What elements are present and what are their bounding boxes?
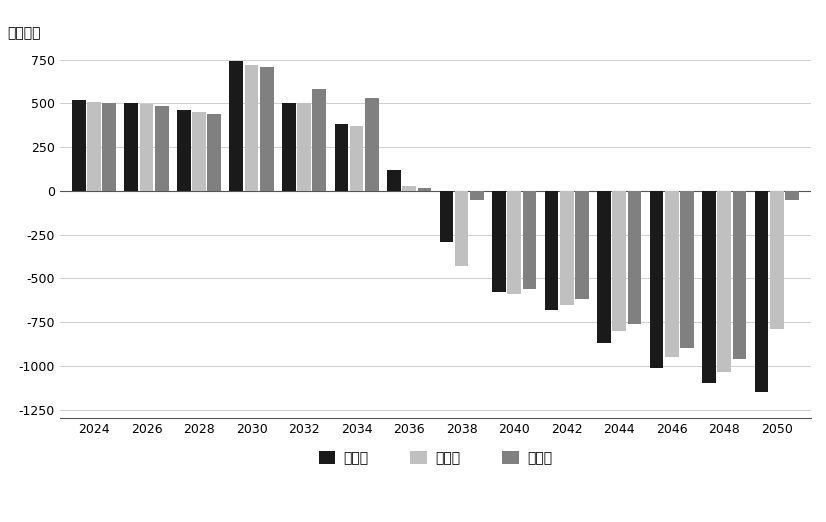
Bar	[230, 62, 243, 191]
Bar	[282, 103, 296, 191]
Bar	[140, 104, 154, 191]
Bar	[365, 98, 378, 191]
Bar	[387, 170, 401, 191]
Bar	[402, 186, 416, 191]
Bar	[718, 191, 731, 372]
Bar	[770, 191, 784, 329]
Bar	[439, 191, 453, 242]
Bar	[349, 126, 363, 191]
Text: （万人）: （万人）	[7, 26, 40, 40]
Bar	[177, 111, 191, 191]
Bar	[470, 191, 484, 199]
Bar	[492, 191, 506, 292]
Bar	[544, 191, 558, 310]
Bar	[335, 124, 349, 191]
Bar	[786, 191, 799, 199]
Bar	[612, 191, 626, 331]
Bar	[560, 191, 573, 305]
Bar	[155, 106, 169, 191]
Bar	[455, 191, 468, 266]
Bar	[523, 191, 536, 289]
Bar	[628, 191, 641, 324]
Bar	[597, 191, 611, 343]
Bar	[680, 191, 694, 348]
Bar	[192, 112, 206, 191]
Bar	[733, 191, 747, 359]
Legend: 低方案, 中方案, 高方案: 低方案, 中方案, 高方案	[313, 446, 558, 471]
Bar	[650, 191, 663, 367]
Bar	[207, 114, 221, 191]
Bar	[244, 65, 259, 191]
Bar	[297, 103, 311, 191]
Bar	[418, 188, 431, 191]
Bar	[665, 191, 679, 357]
Bar	[312, 89, 326, 191]
Bar	[125, 103, 138, 191]
Bar	[102, 103, 116, 191]
Bar	[755, 191, 768, 392]
Bar	[87, 102, 101, 191]
Bar	[72, 100, 86, 191]
Bar	[507, 191, 521, 294]
Bar	[575, 191, 589, 299]
Bar	[260, 67, 273, 191]
Bar	[702, 191, 716, 383]
